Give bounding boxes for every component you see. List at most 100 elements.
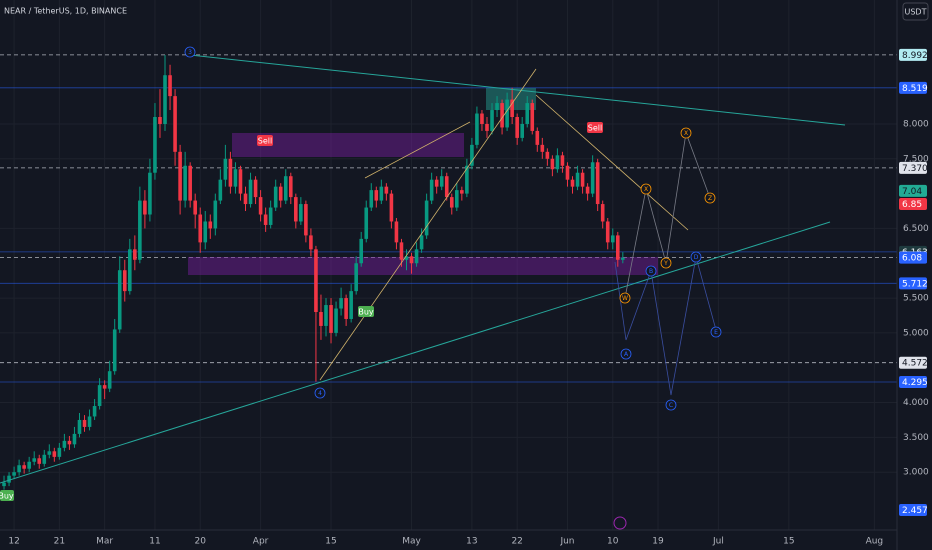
signal-text: Buy bbox=[0, 492, 14, 501]
price-badge-label: 6.85 bbox=[902, 200, 922, 210]
candle-body bbox=[510, 99, 514, 118]
price-badge-label: 4.295 bbox=[902, 378, 928, 388]
symbol-title: NEAR / TetherUS, 1D, BINANCE bbox=[4, 7, 127, 16]
sell-signal: Sell bbox=[257, 135, 273, 146]
y-tick-label: 3.000 bbox=[903, 468, 929, 478]
x-tick-label: 11 bbox=[149, 537, 160, 547]
candle-body bbox=[223, 158, 228, 180]
candle-body bbox=[138, 200, 142, 260]
candle-body bbox=[143, 200, 147, 215]
price-badge bbox=[899, 356, 927, 369]
candle-body bbox=[213, 200, 218, 229]
event-icon bbox=[613, 516, 627, 530]
candle-body bbox=[203, 221, 208, 243]
candle-body bbox=[7, 475, 11, 483]
candle-body bbox=[545, 151, 550, 159]
buy-signal: Buy bbox=[0, 490, 14, 501]
candle-body bbox=[550, 158, 555, 170]
demand-zone bbox=[188, 257, 658, 275]
x-tick-label: 12 bbox=[8, 537, 19, 547]
candle-body bbox=[127, 249, 132, 292]
x-tick-label: 10 bbox=[607, 537, 619, 547]
candle-body bbox=[148, 172, 152, 215]
candle-body bbox=[439, 176, 444, 187]
candle-body bbox=[384, 186, 389, 194]
candle-body bbox=[117, 270, 122, 330]
candle-body bbox=[470, 144, 474, 166]
candle-body bbox=[163, 75, 167, 124]
candle-body bbox=[560, 155, 565, 166]
x-tick-label: Mar bbox=[96, 537, 113, 547]
candle-body bbox=[329, 305, 333, 333]
candle-body bbox=[218, 179, 223, 201]
candle-body bbox=[349, 291, 353, 319]
candle-body bbox=[2, 482, 6, 487]
candle-body bbox=[344, 298, 348, 319]
x-tick-label: Jul bbox=[712, 537, 724, 547]
candle-body bbox=[12, 472, 16, 476]
candle-body bbox=[354, 263, 358, 292]
candle-body bbox=[188, 165, 192, 201]
price-badge bbox=[899, 184, 927, 197]
candle-body bbox=[42, 454, 47, 464]
x-tick-label: May bbox=[402, 537, 421, 547]
price-badge-label: 6.08 bbox=[902, 254, 922, 264]
signal-text: Sell bbox=[588, 124, 602, 133]
candle-body bbox=[107, 371, 112, 389]
wave-label: X bbox=[684, 130, 688, 137]
candle-body bbox=[112, 329, 117, 372]
candle-body bbox=[32, 458, 37, 462]
candle-body bbox=[434, 179, 439, 187]
trend-line bbox=[0, 221, 831, 484]
wave-marker bbox=[690, 251, 702, 263]
candle-body bbox=[183, 165, 187, 201]
candle-body bbox=[158, 117, 162, 124]
wave-marker bbox=[619, 292, 631, 304]
currency-label[interactable]: USDT bbox=[905, 8, 927, 17]
wave-label: 4 bbox=[318, 390, 322, 397]
wave-labels: 3 4 W X Y X Z A B C D E bbox=[184, 46, 722, 411]
candle-body bbox=[278, 186, 283, 201]
candle-body bbox=[364, 207, 369, 239]
candle-body bbox=[273, 186, 278, 208]
x-tick-label: 21 bbox=[54, 537, 65, 547]
candle-body bbox=[621, 257, 625, 260]
candle-body bbox=[304, 204, 308, 236]
wave-marker bbox=[660, 257, 672, 269]
candle-body bbox=[535, 130, 540, 145]
candle-body bbox=[570, 179, 575, 187]
candle-body bbox=[475, 113, 479, 145]
candle-body bbox=[334, 308, 338, 333]
candle-body bbox=[429, 179, 434, 201]
candle-body bbox=[399, 242, 404, 260]
currency-button[interactable] bbox=[902, 2, 929, 21]
candle-body bbox=[339, 298, 343, 309]
candle-body bbox=[47, 451, 52, 455]
wave-marker bbox=[645, 265, 657, 277]
price-badge-label: 7.04 bbox=[902, 187, 922, 197]
x-tick-label: 15 bbox=[325, 537, 336, 547]
x-tick-label: 22 bbox=[511, 537, 522, 547]
candle-body bbox=[369, 190, 374, 208]
candle-body bbox=[480, 113, 484, 124]
candle-body bbox=[178, 151, 182, 201]
candle-body bbox=[294, 197, 298, 222]
candle-body bbox=[72, 433, 77, 445]
wave-marker bbox=[710, 326, 722, 338]
wave-marker bbox=[680, 127, 692, 139]
candle-body bbox=[299, 204, 303, 222]
candle-body bbox=[540, 144, 545, 152]
wave-marker bbox=[665, 399, 677, 411]
wave-label: X bbox=[644, 186, 648, 193]
candle-body bbox=[585, 186, 590, 194]
candle-body bbox=[77, 419, 82, 434]
price-badge-label: 8.992 bbox=[902, 51, 928, 61]
candle-body bbox=[490, 110, 494, 131]
candle-body bbox=[82, 419, 87, 427]
candle-body bbox=[409, 256, 414, 264]
candle-body bbox=[389, 193, 394, 222]
candle-body bbox=[233, 169, 238, 187]
price-badge-label: 7.370 bbox=[902, 164, 928, 174]
candle-body bbox=[283, 176, 288, 201]
